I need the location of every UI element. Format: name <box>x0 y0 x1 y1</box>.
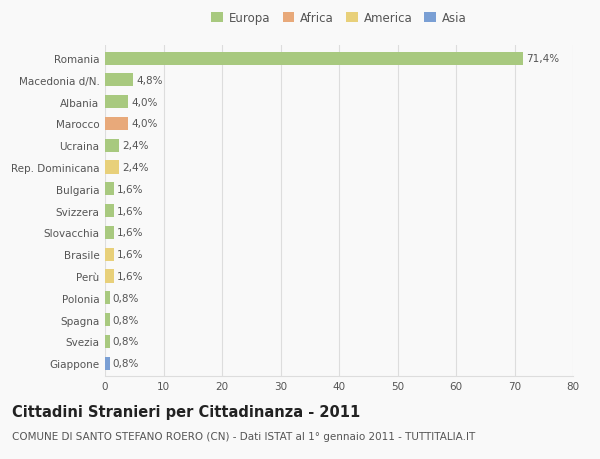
Bar <box>105 118 128 131</box>
Text: 4,0%: 4,0% <box>131 119 158 129</box>
Text: 1,6%: 1,6% <box>117 250 144 260</box>
Legend: Europa, Africa, America, Asia: Europa, Africa, America, Asia <box>211 12 467 25</box>
Bar <box>105 335 110 348</box>
Text: 0,8%: 0,8% <box>113 293 139 303</box>
Text: Cittadini Stranieri per Cittadinanza - 2011: Cittadini Stranieri per Cittadinanza - 2… <box>12 404 360 419</box>
Bar <box>105 357 110 370</box>
Text: 0,8%: 0,8% <box>113 315 139 325</box>
Text: 1,6%: 1,6% <box>117 206 144 216</box>
Bar <box>105 161 119 174</box>
Bar <box>105 74 133 87</box>
Bar <box>105 226 115 240</box>
Text: 71,4%: 71,4% <box>526 54 559 64</box>
Bar <box>105 291 110 305</box>
Bar <box>105 205 115 218</box>
Text: 0,8%: 0,8% <box>113 336 139 347</box>
Text: 0,8%: 0,8% <box>113 358 139 368</box>
Bar <box>105 96 128 109</box>
Bar <box>105 52 523 66</box>
Bar <box>105 270 115 283</box>
Bar <box>105 248 115 261</box>
Text: 4,0%: 4,0% <box>131 97 158 107</box>
Text: COMUNE DI SANTO STEFANO ROERO (CN) - Dati ISTAT al 1° gennaio 2011 - TUTTITALIA.: COMUNE DI SANTO STEFANO ROERO (CN) - Dat… <box>12 431 475 442</box>
Text: 1,6%: 1,6% <box>117 185 144 195</box>
Text: 4,8%: 4,8% <box>136 76 163 86</box>
Bar <box>105 140 119 152</box>
Text: 2,4%: 2,4% <box>122 141 148 151</box>
Text: 2,4%: 2,4% <box>122 162 148 173</box>
Text: 1,6%: 1,6% <box>117 271 144 281</box>
Bar <box>105 183 115 196</box>
Text: 1,6%: 1,6% <box>117 228 144 238</box>
Bar <box>105 313 110 326</box>
